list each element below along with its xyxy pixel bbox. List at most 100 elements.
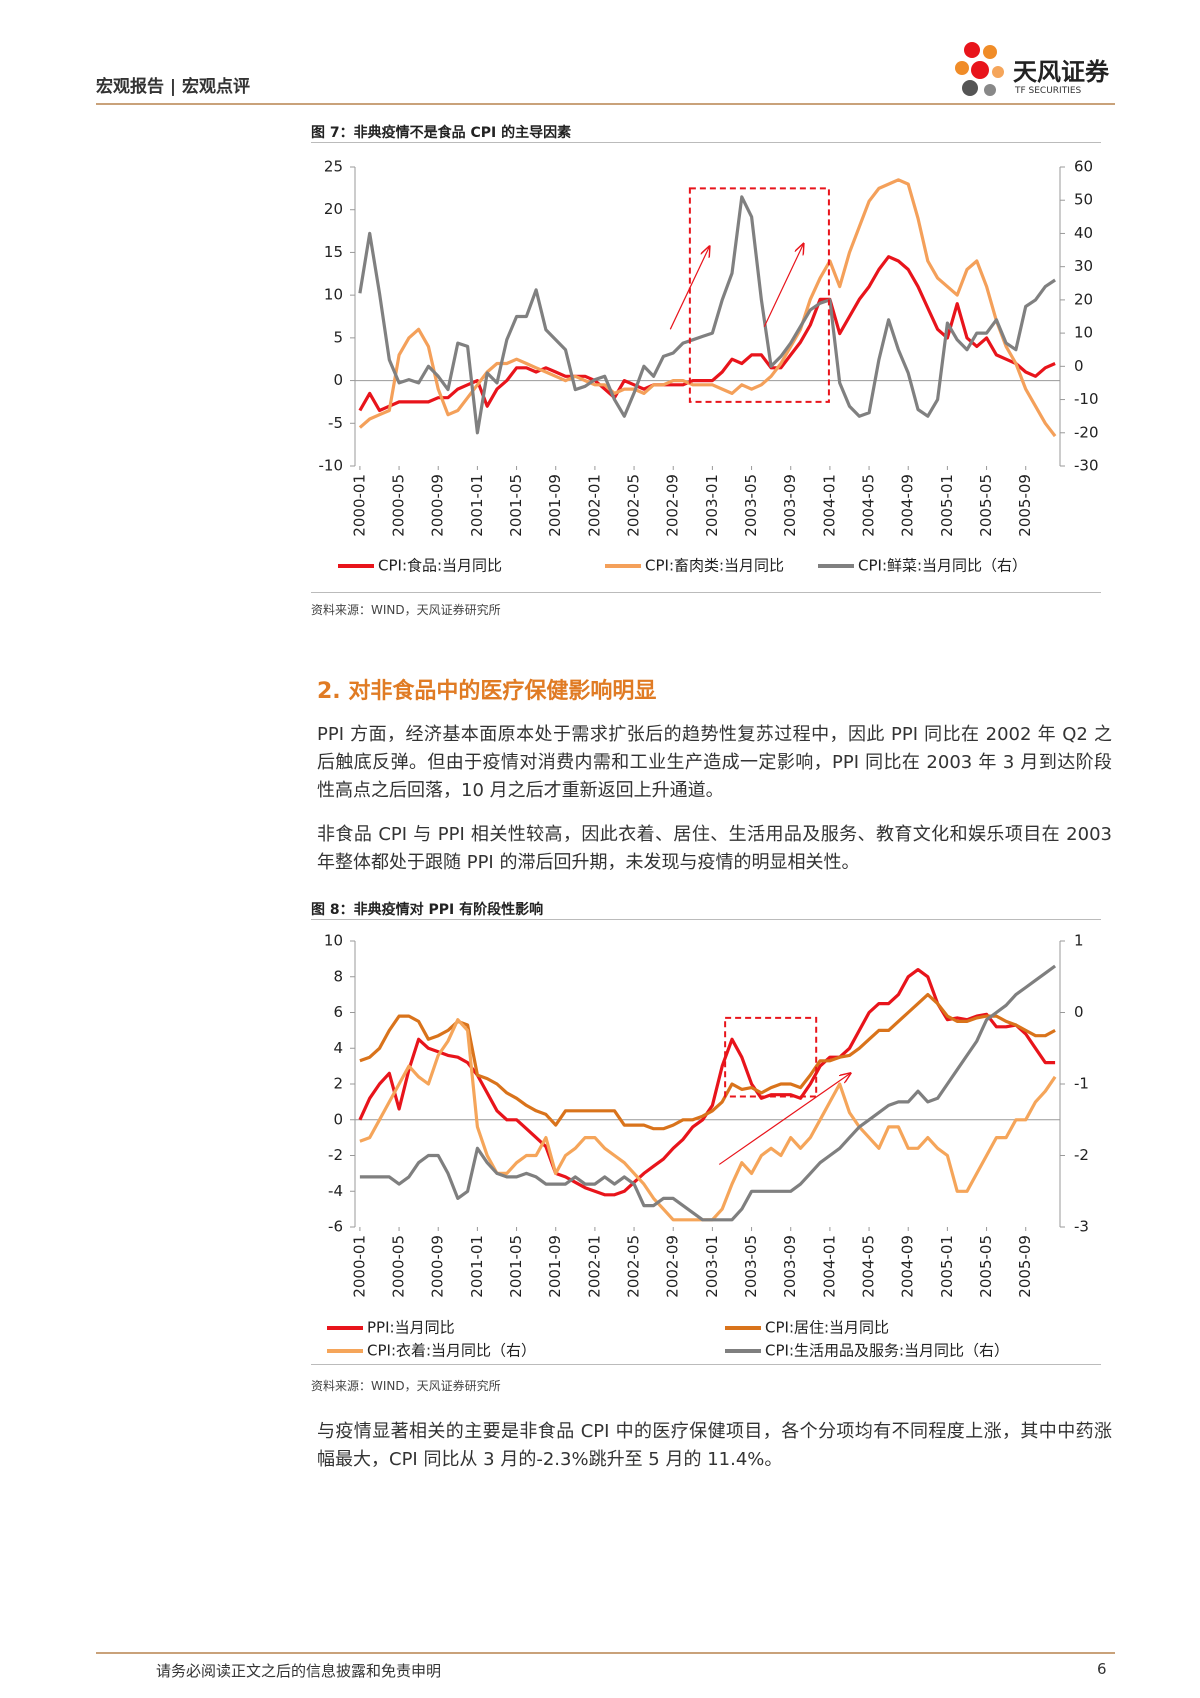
series-line <box>359 993 1056 1131</box>
x-tick-label: 2002-09 <box>664 1235 682 1298</box>
highlight-box <box>724 1016 818 1098</box>
y2-tick-label: -2 <box>1074 1146 1089 1164</box>
x-tick-label: 2001-01 <box>468 474 486 537</box>
header-section: 宏观报告 | 宏观点评 <box>96 77 251 97</box>
y-tick-label: 25 <box>324 158 343 176</box>
logo-name: 天风证券 <box>1013 58 1109 86</box>
y2-tick-label: 30 <box>1074 257 1093 275</box>
series-line <box>358 195 1056 435</box>
x-tick-label: 2000-01 <box>350 474 368 537</box>
y-tick-label: 8 <box>333 967 343 985</box>
y2-tick-label: 50 <box>1074 191 1093 209</box>
page-number: 6 <box>1097 1660 1107 1678</box>
y2-tick-label: 40 <box>1074 224 1093 242</box>
x-tick-label: 2005-01 <box>938 474 956 537</box>
x-tick-label: 2004-09 <box>899 1235 917 1298</box>
x-tick-label: 2000-05 <box>390 1235 408 1298</box>
header-rule <box>96 103 1115 105</box>
y-tick-label: 15 <box>324 243 343 261</box>
x-tick-label: 2002-05 <box>625 474 643 537</box>
y2-tick-label: -10 <box>1074 390 1099 408</box>
x-tick-label: 2002-01 <box>585 1235 603 1298</box>
x-tick-label: 2004-05 <box>860 474 878 537</box>
x-tick-label: 2002-01 <box>585 474 603 537</box>
figure-rule <box>311 592 1101 593</box>
trend-arrow <box>718 1073 850 1165</box>
figure-caption: 图 7：非典疫情不是食品 CPI 的主导因素 <box>311 125 572 141</box>
x-tick-label: 2002-09 <box>664 474 682 537</box>
x-tick-label: 2001-05 <box>507 1235 525 1298</box>
series-line <box>358 255 1056 413</box>
chart: -10 -5 0 5 10 15 20 25 -30 -20 -10 0 10 20 30 40 50 60 200… <box>319 158 1099 575</box>
figure-caption: 图 8：非典疫情对 PPI 有阶段性影响 <box>311 902 544 918</box>
y2-tick-label: 60 <box>1074 158 1093 176</box>
x-tick-label: 2005-05 <box>977 1235 995 1298</box>
paragraph: 与疫情显著相关的主要是非食品 CPI 中的医疗保健项目，各个分项均有不同程度上涨… <box>317 1421 1112 1470</box>
legend-label: CPI:衣着:当月同比（右） <box>367 1342 536 1360</box>
y2-tick-label: -1 <box>1074 1075 1089 1093</box>
paragraph: 非食品 CPI 与 PPI 相关性较高，因此衣着、居住、生活用品及服务、教育文化… <box>317 824 1112 873</box>
y-tick-label: 20 <box>324 200 343 218</box>
y-tick-label: -5 <box>328 414 343 432</box>
x-tick-label: 2004-01 <box>820 474 838 537</box>
chart: -6 -4 -2 0 2 4 6 8 10 -3 -2 -1 0 1 2000-01 2000-05 2000-… <box>324 932 1089 1360</box>
y-tick-label: 10 <box>324 932 343 950</box>
y-tick-label: 0 <box>333 1110 343 1128</box>
footer-rule <box>96 1652 1115 1654</box>
logo-mark <box>955 42 1004 96</box>
x-tick-label: 2001-01 <box>468 1235 486 1298</box>
paragraph: PPI 方面，经济基本面原本处于需求扩张后的趋势性复苏过程中，因此 PPI 同比… <box>317 724 1112 801</box>
x-tick-label: 2003-05 <box>742 1235 760 1298</box>
x-tick-label: 2001-09 <box>546 474 564 537</box>
x-tick-label: 2004-09 <box>899 474 917 537</box>
legend-label: PPI:当月同比 <box>367 1319 455 1337</box>
x-tick-label: 2000-09 <box>429 1235 447 1298</box>
y-tick-label: -6 <box>328 1218 343 1236</box>
x-tick-label: 2003-05 <box>742 474 760 537</box>
x-tick-label: 2000-09 <box>429 474 447 537</box>
y2-tick-label: 10 <box>1074 324 1093 342</box>
x-tick-label: 2005-09 <box>1016 474 1034 537</box>
legend-label: CPI:鲜菜:当月同比（右） <box>858 557 1027 575</box>
x-tick-label: 2004-01 <box>820 1235 838 1298</box>
x-tick-label: 2005-05 <box>977 474 995 537</box>
x-tick-label: 2003-09 <box>781 474 799 537</box>
y2-tick-label: 20 <box>1074 290 1093 308</box>
x-tick-label: 2001-05 <box>507 474 525 537</box>
figure-source: 资料来源：WIND，天风证券研究所 <box>311 603 501 617</box>
y-tick-label: -2 <box>328 1146 343 1164</box>
y-tick-label: 10 <box>324 286 343 304</box>
x-tick-label: 2005-09 <box>1016 1235 1034 1298</box>
x-tick-label: 2000-05 <box>390 474 408 537</box>
trend-arrow <box>763 244 803 328</box>
series-line <box>359 964 1057 1222</box>
legend-label: CPI:生活用品及服务:当月同比（右） <box>765 1342 1009 1360</box>
figure-source: 资料来源：WIND，天风证券研究所 <box>311 1379 501 1393</box>
series-line <box>358 968 1056 1197</box>
figure-rule <box>311 919 1101 920</box>
y-tick-label: 0 <box>333 371 343 389</box>
logo-sub: TF SECURITIES <box>1015 86 1082 96</box>
legend-label: CPI:畜肉类:当月同比 <box>645 557 784 575</box>
y-tick-label: 2 <box>333 1075 343 1093</box>
y2-tick-label: 0 <box>1074 357 1084 375</box>
y-tick-label: 6 <box>333 1003 343 1021</box>
x-tick-label: 2004-05 <box>860 1235 878 1298</box>
section-heading: 2. 对非食品中的医疗保健影响明显 <box>317 679 657 704</box>
highlight-box <box>688 187 830 403</box>
x-tick-label: 2002-05 <box>625 1235 643 1298</box>
y-tick-label: 5 <box>333 328 343 346</box>
x-tick-label: 2003-01 <box>703 474 721 537</box>
y-tick-label: -4 <box>328 1182 343 1200</box>
figure-rule <box>311 142 1101 143</box>
y-tick-label: -10 <box>319 457 344 475</box>
figure-rule <box>311 1364 1101 1365</box>
x-tick-label: 2000-01 <box>350 1235 368 1298</box>
x-tick-label: 2003-01 <box>703 1235 721 1298</box>
x-tick-label: 2001-09 <box>546 1235 564 1298</box>
x-tick-label: 2003-09 <box>781 1235 799 1298</box>
y2-tick-label: -30 <box>1074 457 1099 475</box>
y2-tick-label: -20 <box>1074 423 1099 441</box>
legend-label: CPI:食品:当月同比 <box>378 557 502 575</box>
